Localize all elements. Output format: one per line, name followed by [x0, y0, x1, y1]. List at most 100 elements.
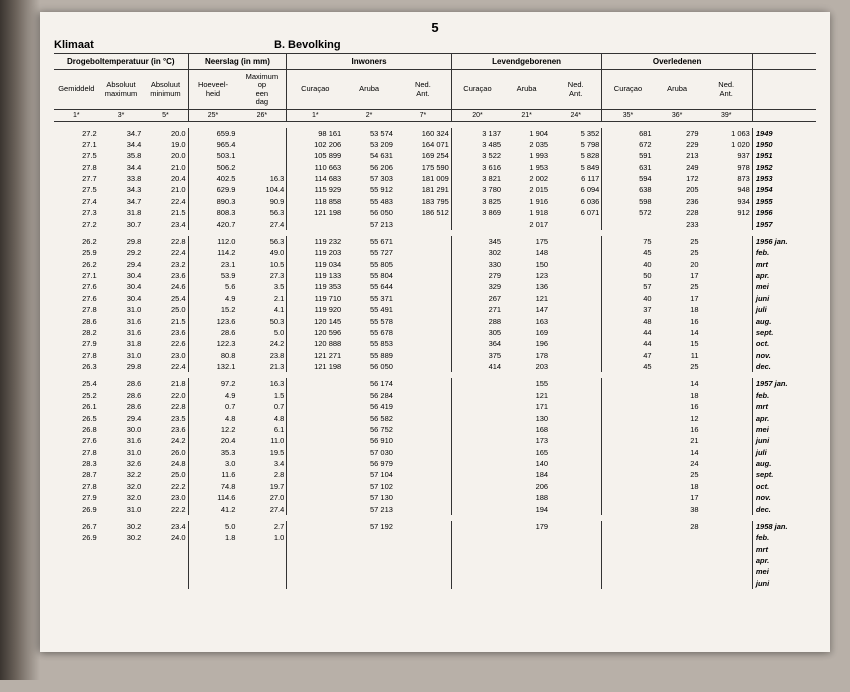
cell: feb. [752, 390, 816, 401]
table-row: mei [54, 566, 816, 577]
cell: 53.9 [188, 270, 237, 281]
cell: 57 213 [343, 504, 395, 515]
table-row: mrt [54, 544, 816, 555]
cell: 105 899 [287, 150, 343, 161]
cell: 132.1 [188, 361, 237, 372]
table-row: 26.830.023.612.26.156 75216816mei [54, 424, 816, 435]
cell [451, 492, 503, 503]
cell: 164 071 [395, 139, 451, 150]
col-header: Ned.Ant. [395, 70, 451, 110]
cell: 175 [503, 236, 550, 247]
cell: 55 371 [343, 293, 395, 304]
cell: 16 [654, 401, 701, 412]
cell [550, 544, 602, 555]
cell: 22.4 [143, 196, 188, 207]
cell: 3 780 [451, 184, 503, 195]
cell: 598 [602, 196, 654, 207]
cell: 27.1 [54, 139, 99, 150]
cell [451, 447, 503, 458]
cell: 37 [602, 304, 654, 315]
cell [701, 555, 753, 566]
cell: 1 993 [503, 150, 550, 161]
cell [701, 270, 753, 281]
cell [550, 413, 602, 424]
table-row: 27.932.023.0114.627.057 13018817nov. [54, 492, 816, 503]
cell: 1 916 [503, 196, 550, 207]
cell: mei [752, 566, 816, 577]
cell [395, 458, 451, 469]
cell [602, 578, 654, 589]
cell [451, 378, 503, 389]
cell: 119 232 [287, 236, 343, 247]
col-code [752, 110, 816, 122]
cell [550, 555, 602, 566]
cell: 1 904 [503, 128, 550, 139]
table-row: 27.831.025.015.24.1119 92055 49127114737… [54, 304, 816, 315]
col-code: 3* [99, 110, 144, 122]
cell [395, 293, 451, 304]
cell: 25 [654, 469, 701, 480]
cell: 1.8 [188, 532, 237, 543]
cell: 30.7 [99, 219, 144, 230]
cell [451, 555, 503, 566]
cell: 30.4 [99, 270, 144, 281]
cell [602, 555, 654, 566]
cell [451, 424, 503, 435]
cell: 23.0 [143, 492, 188, 503]
page-number: 5 [54, 20, 816, 35]
cell: 279 [451, 270, 503, 281]
cell: 3 522 [451, 150, 503, 161]
cell [237, 150, 286, 161]
col-code: 20* [451, 110, 503, 122]
cell: 27.8 [54, 162, 99, 173]
cell [99, 566, 144, 577]
cell: 1949 [752, 128, 816, 139]
cell: 1953 [752, 173, 816, 184]
cell: apr. [752, 555, 816, 566]
col-header: Aruba [503, 70, 550, 110]
cell: 181 009 [395, 173, 451, 184]
cell: 19.5 [237, 447, 286, 458]
cell: 375 [451, 350, 503, 361]
cell: 11 [654, 350, 701, 361]
table-row: 27.230.723.4420.727.457 2132 0172331957 [54, 219, 816, 230]
cell: 681 [602, 128, 654, 139]
cell [503, 578, 550, 589]
cell: 49.0 [237, 247, 286, 258]
cell: 6 071 [550, 207, 602, 218]
cell [550, 304, 602, 315]
cell: 31.8 [99, 207, 144, 218]
cell [395, 469, 451, 480]
cell: 27.9 [54, 338, 99, 349]
cell: 24 [654, 458, 701, 469]
cell: 55 805 [343, 259, 395, 270]
cell [701, 390, 753, 401]
cell: 27.8 [54, 481, 99, 492]
cell: 120 888 [287, 338, 343, 349]
cell: 150 [503, 259, 550, 270]
cell: 5.6 [188, 281, 237, 292]
cell: 12.2 [188, 424, 237, 435]
cell: 38 [654, 504, 701, 515]
cell [395, 521, 451, 532]
cell: 205 [654, 184, 701, 195]
cell [287, 504, 343, 515]
cell: 1958 jan. [752, 521, 816, 532]
cell: mrt [752, 259, 816, 270]
cell: 2 015 [503, 184, 550, 195]
cell: 329 [451, 281, 503, 292]
cell [395, 435, 451, 446]
cell: 345 [451, 236, 503, 247]
cell: 188 [503, 492, 550, 503]
cell: 27.6 [54, 281, 99, 292]
cell: 30.4 [99, 293, 144, 304]
cell: 3.0 [188, 458, 237, 469]
cell: 119 203 [287, 247, 343, 258]
cell: apr. [752, 413, 816, 424]
col-header: Curaçao [451, 70, 503, 110]
cell [602, 378, 654, 389]
col-header: Curaçao [602, 70, 654, 110]
cell: 1954 [752, 184, 816, 195]
cell [503, 532, 550, 543]
cell [701, 413, 753, 424]
